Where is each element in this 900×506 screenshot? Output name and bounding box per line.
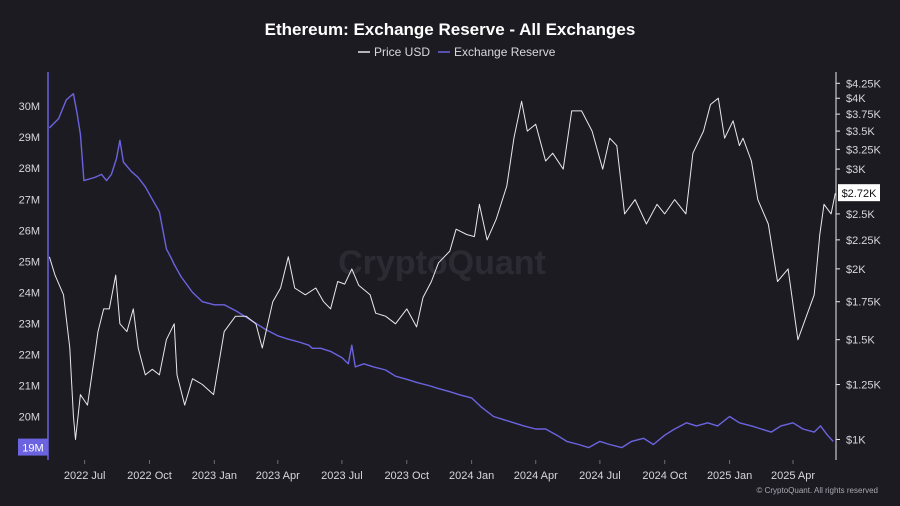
legend-label-reserve: Exchange Reserve [454, 45, 556, 59]
price-usd-line [48, 97, 836, 440]
right-tick-label: $3.75K [846, 109, 882, 121]
copyright-text: © CryptoQuant. All rights reserved [757, 486, 879, 495]
left-tick-label: 26M [19, 225, 40, 237]
x-tick-label: 2025 Jan [707, 470, 752, 482]
left-tick-label: 28M [19, 163, 40, 175]
right-tick-label: $2.5K [846, 209, 875, 221]
left-tick-label: 21M [19, 381, 40, 393]
legend-label-price: Price USD [374, 45, 430, 59]
series-layer [48, 92, 836, 449]
left-current-marker: 19M [18, 438, 48, 456]
x-tick-label: 2024 Jan [449, 470, 494, 482]
left-axis-ticks: 30M 29M 28M 27M 26M 25M 24M 23M 22M 21M 20M [19, 101, 40, 423]
x-tick-label: 2025 Apr [771, 470, 815, 482]
left-current-value-badge [18, 438, 48, 456]
right-tick-label: $3.25K [846, 144, 882, 156]
x-tick-label: 2022 Jul [64, 470, 106, 482]
right-current-value-badge [838, 184, 880, 202]
left-tick-label: 29M [19, 132, 40, 144]
x-axis-ticks: 2022 Jul 2022 Oct 2023 Jan 2023 Apr 2023 Jul… [64, 460, 815, 482]
exchange-reserve-line [48, 92, 834, 449]
x-tick-label: 2023 Apr [256, 470, 300, 482]
right-tick-label: $3.5K [846, 126, 875, 138]
x-tick-label: 2024 Oct [642, 470, 687, 482]
left-tick-label: 22M [19, 349, 40, 361]
right-tick-label: $4.25K [846, 78, 882, 90]
x-tick-label: 2023 Jan [192, 470, 237, 482]
watermark-text: CryptoQuant [338, 244, 546, 282]
right-current-value-label: $2.72K [842, 188, 878, 200]
right-tick-label: $4K [846, 93, 866, 105]
x-tick-label: 2023 Oct [384, 470, 429, 482]
x-tick-label: 2024 Jul [579, 470, 621, 482]
left-tick-label: 24M [19, 287, 40, 299]
right-tick-label: $3K [846, 164, 866, 176]
left-tick-label: 20M [19, 412, 40, 424]
left-tick-label: 27M [19, 194, 40, 206]
right-tick-label: $1.75K [846, 297, 882, 309]
right-tick-label: $1.25K [846, 380, 882, 392]
left-tick-label: 25M [19, 256, 40, 268]
left-current-value-label: 19M [22, 443, 43, 455]
right-tick-label: $2.25K [846, 235, 882, 247]
chart-title: Ethereum: Exchange Reserve - All Exchang… [265, 20, 636, 39]
x-tick-label: 2022 Oct [127, 470, 172, 482]
right-axis-ticks: $4.25K $4K $3.75K $3.5K $3.25K $3K $2.5K $2.25K… [836, 78, 882, 446]
x-tick-label: 2024 Apr [514, 470, 558, 482]
legend: Price USD Exchange Reserve [358, 45, 556, 59]
left-tick-label: 30M [19, 101, 40, 113]
left-tick-label: 23M [19, 318, 40, 330]
right-tick-label: $2K [846, 264, 866, 276]
right-tick-label: $1K [846, 434, 866, 446]
x-tick-label: 2023 Jul [321, 470, 363, 482]
right-current-marker: $2.72K [838, 184, 880, 202]
right-tick-label: $1.5K [846, 335, 875, 347]
